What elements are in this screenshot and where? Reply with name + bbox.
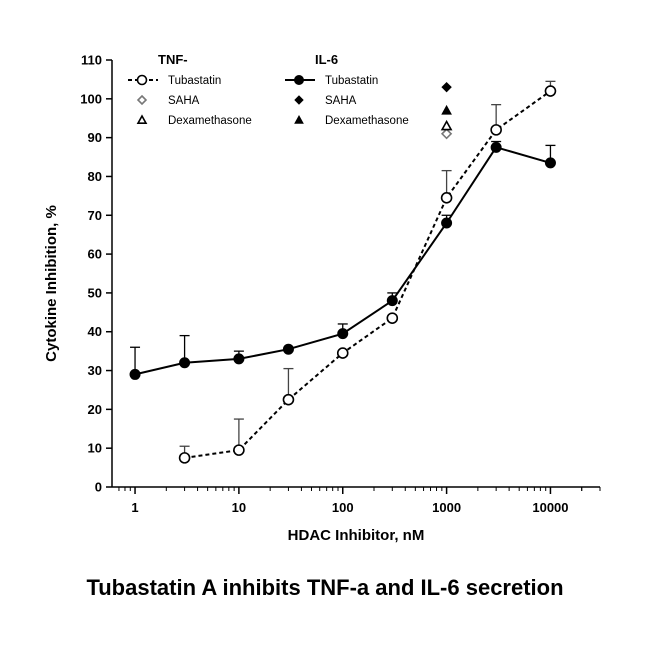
y-tick-label: 0	[95, 480, 102, 495]
y-tick-label: 80	[88, 169, 102, 184]
il-6-tubastatin-point	[441, 217, 453, 229]
il-6-tubastatin-point	[544, 157, 556, 169]
legend-marker	[136, 74, 148, 86]
legend: TNF- Tubastatin SAHA Dexamethasone IL-6 Tubas…	[128, 52, 409, 127]
legend-marker	[294, 114, 304, 124]
legend-marker	[136, 94, 148, 106]
legend-group-title: TNF-	[158, 52, 188, 67]
il-6-tubastatin-point	[337, 328, 349, 340]
il-6-tubastatin-point	[386, 295, 398, 307]
x-tick-label: 1000	[432, 500, 461, 515]
tnf-tubastatin-point	[440, 192, 453, 204]
legend-entry-label: Tubastatin	[325, 75, 378, 87]
il-6-tubastatin-point	[179, 357, 191, 369]
y-tick-label: 90	[88, 130, 102, 145]
tnf-tubastatin-point	[386, 312, 399, 324]
legend-marker	[136, 114, 148, 124]
legend-marker	[294, 75, 304, 85]
y-tick-label: 60	[88, 247, 102, 262]
y-tick-label: 40	[88, 324, 102, 339]
il-6-tubastatin-point	[233, 353, 245, 365]
il-6-tubastatin-line	[134, 146, 551, 376]
legend-entry-label: Dexamethasone	[168, 115, 252, 127]
y-tick-label: 50	[88, 285, 102, 300]
tnf-saha-point	[440, 128, 453, 140]
tnf-tubastatin-point	[490, 124, 502, 136]
legend-marker	[294, 95, 304, 105]
y-tick-label: 10	[88, 441, 102, 456]
il-6-tubastatin-point	[129, 368, 141, 380]
x-tick-label: 100	[332, 500, 354, 515]
y-axis-title: Cytokine Inhibition, %	[43, 205, 60, 362]
legend-entry-label: SAHA	[168, 95, 200, 107]
chart: 0 10 20 30 40 50 60 70 80 90 100 110 1 10 100 1000 10000…	[43, 52, 601, 544]
y-tick-label: 30	[88, 363, 102, 378]
legend-entry-label: Tubastatin	[168, 75, 221, 87]
tnf-tubastatin-point	[336, 347, 349, 359]
legend-group-title: IL-6	[315, 52, 338, 67]
tnf-tubastatin-point	[544, 85, 557, 97]
x-tick-label: 10000	[532, 500, 568, 515]
x-axis-title: HDAC Inhibitor, nM	[288, 527, 425, 544]
il-6-dexamethasone-point	[441, 104, 452, 115]
y-tick-label: 70	[88, 208, 102, 223]
il-6-saha-point	[441, 81, 452, 93]
figure-caption: Tubastatin A inhibits TNF-a and IL-6 sec…	[86, 575, 564, 600]
y-tick-label: 20	[88, 402, 102, 417]
il-6-tubastatin-point	[282, 343, 294, 355]
tnf-tubastatin-point	[178, 452, 191, 464]
tnf-tubastatin-point	[233, 444, 245, 456]
tnf-tubastatin-point	[282, 393, 295, 406]
tnf-dexamethasone-point	[440, 119, 453, 131]
x-tick-label: 10	[232, 500, 246, 515]
tnf-tubastatin-line	[184, 90, 551, 459]
il-6-tubastatin-point	[490, 141, 502, 153]
y-tick-label: 110	[81, 53, 102, 68]
legend-entry-label: SAHA	[325, 95, 357, 107]
legend-entry-label: Dexamethasone	[325, 115, 409, 127]
x-tick-label: 1	[131, 500, 138, 515]
y-tick-label: 100	[80, 91, 102, 106]
